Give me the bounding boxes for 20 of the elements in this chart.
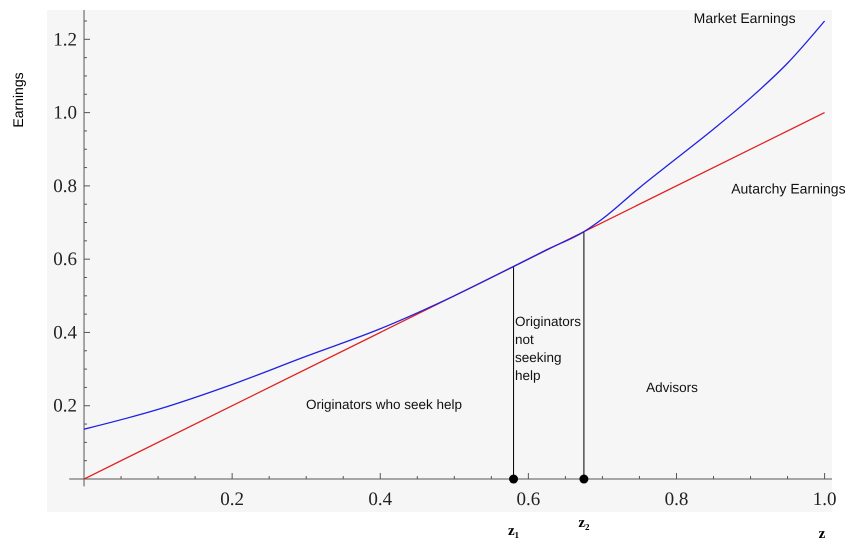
x-tick-label: 0.8 <box>664 489 688 510</box>
annotation: Originators who seek help <box>306 397 462 412</box>
y-tick-label: 1.0 <box>53 102 78 124</box>
y-tick-label: 0.2 <box>53 396 78 417</box>
series-label: Market Earnings <box>694 10 796 26</box>
x-tick-label: 0.2 <box>220 489 244 510</box>
x-tick-label: 1.0 <box>812 489 836 510</box>
y-tick-label: 0.4 <box>53 322 78 344</box>
y-tick-label: 0.6 <box>53 249 78 270</box>
y-tick-label: 0.8 <box>53 176 78 197</box>
x-tick-label: 0.6 <box>516 489 540 510</box>
annotation: Originators not seeking help <box>515 314 582 383</box>
y-axis-title: Earnings <box>10 72 26 128</box>
annotation: z₂ <box>578 515 590 532</box>
x-tick-label: 0.4 <box>368 489 393 510</box>
y-tick-label: 1.2 <box>53 29 78 50</box>
annotation: Advisors <box>646 380 698 395</box>
x-axis-title: z <box>818 526 826 542</box>
annotation: z₁ <box>508 523 520 540</box>
series-label: Autarchy Earnings <box>731 180 846 197</box>
